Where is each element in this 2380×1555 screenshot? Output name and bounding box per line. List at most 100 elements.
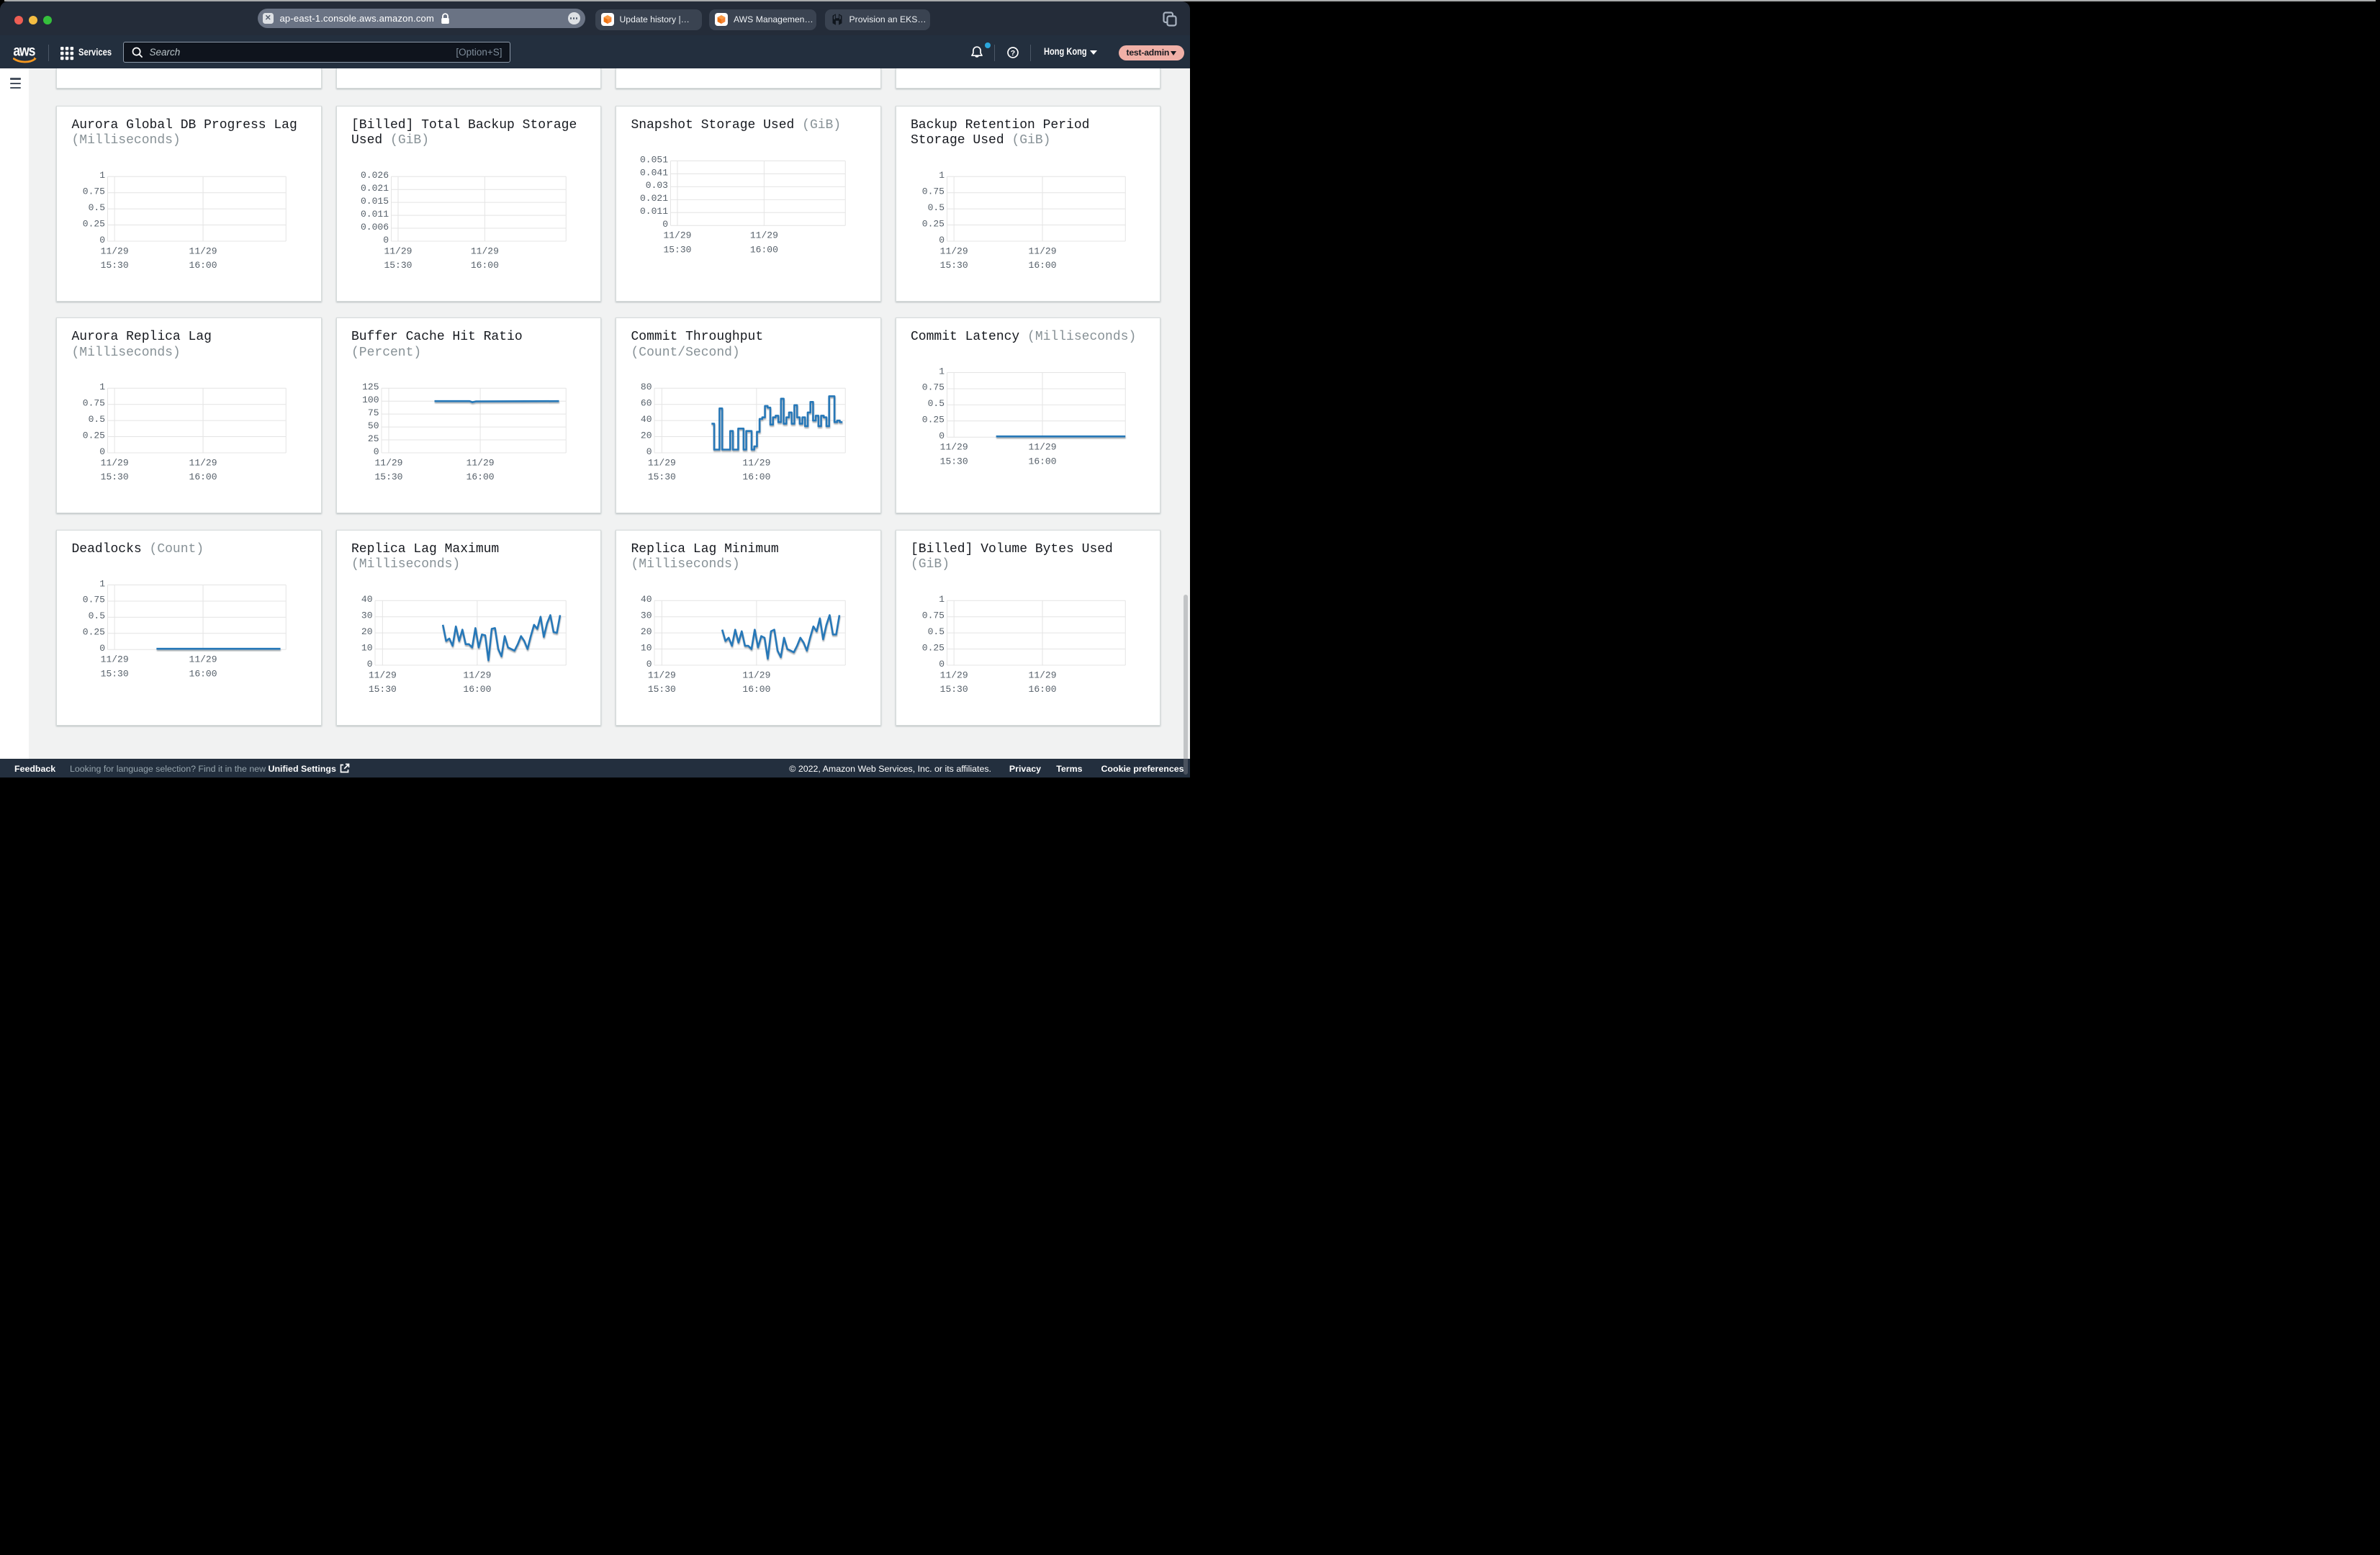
svg-text:11/29: 11/29	[101, 654, 129, 664]
svg-text:16:00: 16:00	[463, 684, 491, 695]
svg-text:15:30: 15:30	[939, 684, 968, 695]
svg-text:0.75: 0.75	[83, 594, 105, 605]
svg-text:16:00: 16:00	[1028, 684, 1056, 695]
svg-text:1: 1	[99, 382, 105, 392]
svg-text:0.5: 0.5	[89, 610, 105, 621]
svg-text:0: 0	[646, 658, 652, 669]
svg-text:0.041: 0.041	[640, 167, 668, 178]
svg-text:15:30: 15:30	[648, 472, 676, 482]
svg-text:0.5: 0.5	[89, 414, 105, 425]
svg-text:20: 20	[641, 430, 652, 441]
svg-text:16:00: 16:00	[189, 668, 217, 679]
svg-text:11/29: 11/29	[189, 457, 217, 468]
svg-text:0.011: 0.011	[640, 206, 668, 217]
svg-text:11/29: 11/29	[1028, 442, 1056, 453]
svg-text:11/29: 11/29	[939, 670, 968, 680]
svg-text:60: 60	[641, 397, 652, 408]
svg-text:15:30: 15:30	[374, 472, 402, 482]
svg-text:aws: aws	[13, 45, 35, 60]
svg-text:16:00: 16:00	[1028, 456, 1056, 466]
svg-text:25: 25	[367, 433, 379, 444]
svg-text:0.5: 0.5	[927, 626, 944, 636]
svg-text:80: 80	[641, 382, 652, 392]
svg-text:11/29: 11/29	[663, 230, 691, 240]
svg-text:11/29: 11/29	[189, 245, 217, 256]
svg-text:16:00: 16:00	[189, 260, 217, 271]
svg-text:15:30: 15:30	[101, 668, 129, 679]
svg-text:11/29: 11/29	[648, 457, 676, 468]
svg-text:0: 0	[939, 234, 945, 245]
svg-text:15:30: 15:30	[368, 684, 396, 695]
svg-text:0.75: 0.75	[921, 610, 944, 621]
svg-text:30: 30	[641, 610, 652, 621]
svg-text:0.011: 0.011	[360, 208, 388, 219]
svg-text:0.5: 0.5	[927, 202, 944, 212]
svg-text:11/29: 11/29	[466, 457, 494, 468]
svg-text:16:00: 16:00	[742, 472, 770, 482]
svg-text:16:00: 16:00	[742, 684, 770, 695]
svg-text:125: 125	[362, 382, 379, 392]
svg-text:?: ?	[1011, 49, 1015, 58]
svg-text:0.25: 0.25	[921, 218, 944, 229]
svg-text:0.026: 0.026	[360, 170, 388, 181]
svg-text:0: 0	[939, 431, 945, 441]
svg-text:0: 0	[383, 234, 389, 245]
svg-text:11/29: 11/29	[1028, 670, 1056, 680]
svg-text:50: 50	[367, 420, 379, 431]
svg-text:15:30: 15:30	[101, 260, 129, 271]
svg-text:10: 10	[641, 642, 652, 653]
svg-text:0: 0	[99, 446, 105, 457]
svg-text:0.006: 0.006	[360, 221, 388, 232]
svg-text:11/29: 11/29	[368, 670, 396, 680]
svg-text:11/29: 11/29	[101, 457, 129, 468]
svg-text:11/29: 11/29	[470, 245, 498, 256]
svg-text:75: 75	[367, 407, 379, 418]
svg-text:16:00: 16:00	[1028, 260, 1056, 271]
svg-text:15:30: 15:30	[648, 684, 676, 695]
svg-text:0.03: 0.03	[646, 180, 668, 191]
svg-text:0.021: 0.021	[360, 183, 388, 194]
svg-text:0: 0	[99, 234, 105, 245]
svg-text:15:30: 15:30	[101, 472, 129, 482]
svg-text:11/29: 11/29	[189, 654, 217, 664]
svg-text:11/29: 11/29	[648, 670, 676, 680]
svg-text:0: 0	[662, 219, 668, 230]
svg-text:16:00: 16:00	[470, 260, 498, 271]
svg-text:11/29: 11/29	[1028, 245, 1056, 256]
svg-text:10: 10	[361, 642, 372, 653]
svg-text:11/29: 11/29	[374, 457, 402, 468]
svg-text:15:30: 15:30	[663, 244, 691, 255]
svg-text:0.75: 0.75	[921, 186, 944, 197]
svg-text:15:30: 15:30	[384, 260, 412, 271]
svg-text:11/29: 11/29	[742, 670, 770, 680]
svg-text:16:00: 16:00	[466, 472, 494, 482]
svg-text:0: 0	[366, 658, 372, 669]
svg-text:15:30: 15:30	[939, 456, 968, 466]
svg-text:1: 1	[939, 594, 945, 605]
svg-text:40: 40	[641, 414, 652, 425]
svg-text:40: 40	[361, 594, 372, 605]
svg-text:0.75: 0.75	[83, 186, 105, 197]
svg-text:0.25: 0.25	[83, 430, 105, 441]
svg-text:11/29: 11/29	[939, 442, 968, 453]
svg-text:1: 1	[99, 170, 105, 181]
svg-text:0.25: 0.25	[921, 642, 944, 653]
svg-text:16:00: 16:00	[189, 472, 217, 482]
svg-text:0.25: 0.25	[83, 626, 105, 637]
svg-text:0: 0	[646, 446, 652, 457]
svg-text:30: 30	[361, 610, 372, 621]
svg-text:15:30: 15:30	[939, 260, 968, 271]
svg-text:16:00: 16:00	[750, 244, 778, 255]
svg-text:11/29: 11/29	[463, 670, 491, 680]
svg-text:20: 20	[361, 626, 372, 636]
svg-text:100: 100	[362, 395, 379, 405]
svg-text:11/29: 11/29	[750, 230, 778, 240]
svg-text:0: 0	[373, 446, 379, 457]
svg-text:0: 0	[99, 643, 105, 654]
svg-text:20: 20	[641, 626, 652, 636]
svg-text:0.051: 0.051	[640, 154, 668, 165]
svg-text:0.5: 0.5	[927, 398, 944, 409]
svg-text:1: 1	[939, 366, 945, 377]
svg-text:0.25: 0.25	[83, 218, 105, 229]
svg-text:11/29: 11/29	[384, 245, 412, 256]
